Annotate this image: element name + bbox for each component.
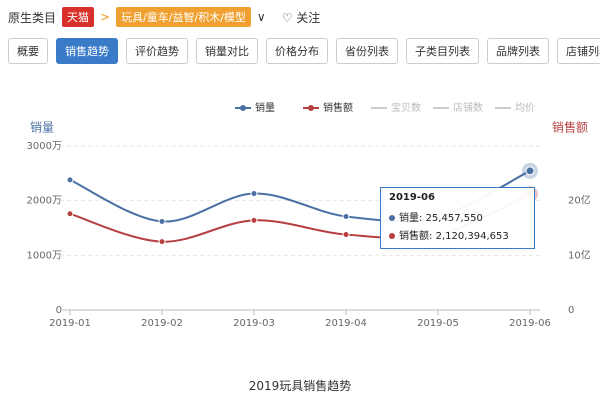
legend-label: 销量 [255,101,275,114]
x-tick-label: 2019-01 [49,318,91,329]
dropdown[interactable]: ∨ [256,10,266,24]
y-tick-label: 3000万 [27,141,62,152]
category-badge[interactable]: 玩具/童车/益智/积木/模型 [116,7,251,27]
tooltip-value: 25,457,550 [425,213,483,224]
tooltip-series-name: 销量 [399,213,419,224]
legend-dot [240,105,246,111]
tab-bar: 概要销售趋势评价趋势销量对比价格分布省份列表子类目列表品牌列表店铺列表 [8,38,600,64]
point [66,176,74,184]
x-tick-label: 2019-03 [233,318,275,329]
y2-axis-title: 销售额 [552,120,588,135]
legend-label: 均价 [515,102,535,114]
platform-badge[interactable]: 天猫 [62,7,95,27]
y2-tick-label: 20亿 [568,194,591,207]
y-tick-label: 0 [56,305,62,316]
tab[interactable]: 评价趋势 [126,38,188,64]
point [342,231,350,239]
x-tick-label: 2019-04 [325,318,367,329]
legend-label: 销售额 [323,101,353,114]
y2-tick-label: 0 [568,305,574,316]
y-tick-label: 2000万 [27,196,62,207]
tab[interactable]: 销售趋势 [56,38,118,64]
follow-button[interactable]: ♡ 关注 [281,10,321,25]
point [250,216,258,224]
tab[interactable]: 概要 [8,38,48,64]
y-axis-title: 销量 [30,121,54,135]
point [158,217,166,225]
legend-label: 宝贝数 [391,101,421,114]
tab[interactable]: 品牌列表 [487,38,549,64]
x-tick-label: 2019-02 [141,318,183,329]
separator: > [100,10,111,24]
tab[interactable]: 省份列表 [336,38,398,64]
x-tick-label: 2019-05 [417,318,459,329]
point [525,166,535,176]
point [342,213,350,221]
tab[interactable]: 价格分布 [266,38,328,64]
point [158,238,166,246]
point [66,210,74,218]
header-label: 原生类目 [8,10,57,25]
caption: 2019玩具销售趋势 [248,379,352,393]
tab[interactable]: 店铺列表 [557,38,600,64]
y-tick-label: 1000万 [27,250,62,261]
tooltip-value: 2,120,394,653 [435,231,509,242]
tooltip: 2019-06 销量: 25,457,550 销售额: 2,120,394,653 [380,187,535,249]
tab[interactable]: 子类目列表 [406,38,479,64]
point [250,190,258,198]
legend-dot [308,105,314,111]
x-tick-label: 2019-06 [509,318,551,329]
tooltip-title: 2019-06 [389,192,435,203]
tab[interactable]: 销量对比 [196,38,258,64]
y2-tick-label: 10亿 [568,248,591,261]
tooltip-series-name: 销售额 [399,231,429,242]
header: 原生类目 天猫 > 玩具/童车/益智/积木/模型 ∨ ♡ 关注 [8,7,320,27]
legend-label: 店铺数 [453,101,483,114]
